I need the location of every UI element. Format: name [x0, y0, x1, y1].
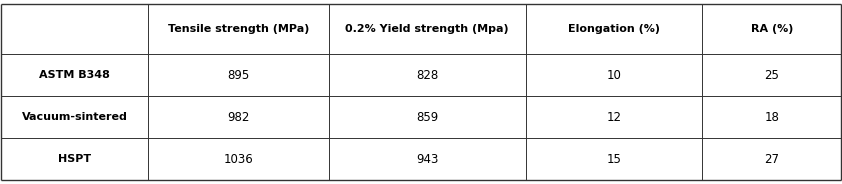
Text: 10: 10: [607, 69, 621, 82]
Text: 895: 895: [227, 69, 249, 82]
Text: 0.2% Yield strength (Mpa): 0.2% Yield strength (Mpa): [345, 24, 509, 34]
Text: 25: 25: [765, 69, 779, 82]
Text: RA (%): RA (%): [750, 24, 793, 34]
Text: 859: 859: [416, 111, 439, 124]
Text: HSPT: HSPT: [58, 154, 91, 164]
Text: 18: 18: [765, 111, 779, 124]
Text: 982: 982: [227, 111, 249, 124]
Text: 27: 27: [765, 153, 779, 166]
Text: 12: 12: [607, 111, 621, 124]
Text: Elongation (%): Elongation (%): [568, 24, 660, 34]
Text: Vacuum-sintered: Vacuum-sintered: [22, 112, 127, 122]
Text: 943: 943: [416, 153, 439, 166]
Text: Tensile strength (MPa): Tensile strength (MPa): [168, 24, 309, 34]
Text: 828: 828: [416, 69, 439, 82]
Text: ASTM B348: ASTM B348: [39, 70, 110, 80]
Text: 15: 15: [607, 153, 621, 166]
Text: 1036: 1036: [223, 153, 253, 166]
